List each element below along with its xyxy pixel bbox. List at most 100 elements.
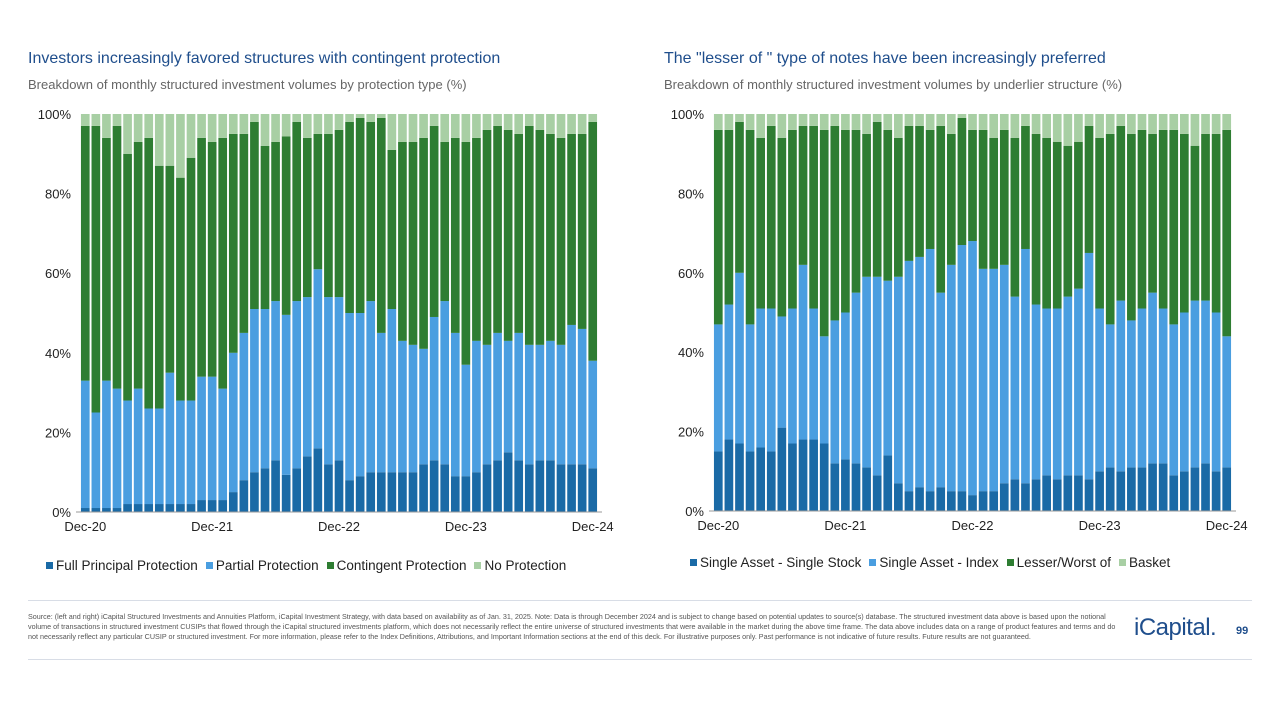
legend-underlier: Single Asset - Single Stock Single Asset … (690, 555, 1178, 570)
bar-segment (851, 463, 861, 511)
footer-divider-top (28, 600, 1252, 601)
bar-segment (461, 476, 471, 512)
bar-segment (841, 459, 850, 511)
y-tick-label: 20% (678, 425, 704, 440)
bar-segment (577, 464, 587, 512)
bar-segment (788, 129, 797, 309)
bar-segment (102, 508, 111, 512)
bar-segment (1063, 114, 1073, 146)
bar-segment (144, 137, 154, 409)
bar-segment (514, 114, 524, 134)
bar-segment (756, 447, 766, 511)
bar-segment (1095, 137, 1104, 309)
bar-segment (366, 301, 376, 473)
bar-segment (144, 114, 154, 138)
bar-segment (250, 121, 259, 310)
bar-segment (862, 276, 871, 468)
bar-segment (713, 324, 723, 452)
bar-segment (186, 114, 196, 158)
bar-segment (1179, 133, 1189, 313)
bar-segment (472, 472, 481, 512)
bar-segment (271, 460, 280, 512)
bar-segment (482, 114, 492, 130)
bar-segment (112, 388, 122, 509)
bar-segment (883, 455, 893, 511)
bar-segment (355, 114, 365, 118)
bar-segment (777, 137, 787, 317)
bar-segment (978, 114, 988, 130)
bar-segment (440, 301, 450, 465)
legend-label: Contingent Protection (336, 558, 467, 573)
bar-segment (556, 114, 566, 138)
bar-segment (851, 114, 861, 130)
bar-segment (788, 308, 797, 444)
bar-segment (1095, 471, 1104, 511)
y-tick-label: 100% (671, 107, 705, 122)
bar-segment (218, 137, 228, 389)
bar-segment (493, 332, 502, 461)
bar-segment (281, 136, 291, 315)
footer-divider-bottom (28, 659, 1252, 660)
bar-segment (735, 114, 744, 122)
bar-segment (830, 114, 840, 126)
legend-swatch (46, 562, 53, 569)
source-note: Source: (left and right) iCapital Struct… (28, 612, 1116, 641)
bar-segment (482, 129, 492, 345)
bar-segment (355, 117, 365, 313)
bar-segment (841, 114, 850, 130)
x-tick-label: Dec-22 (318, 519, 360, 534)
bar-segment (567, 114, 576, 134)
bar-segment (777, 114, 787, 138)
bar-segment (186, 400, 196, 505)
bar-segment (302, 114, 312, 138)
bar-segment (524, 344, 534, 465)
bar-segment (535, 114, 545, 130)
bar-segment (1158, 114, 1168, 130)
bar-segment (872, 276, 882, 476)
bar-segment (324, 464, 333, 512)
bar-segment (957, 491, 967, 511)
bar-segment (1222, 129, 1232, 337)
bar-segment (766, 451, 776, 511)
bar-segment (165, 165, 175, 373)
bar-segment (1021, 483, 1030, 511)
bar-segment (1052, 141, 1062, 309)
bar-segment (1095, 114, 1104, 138)
bar-segment (91, 125, 101, 413)
bar-segment (91, 412, 101, 509)
bar-segment (819, 129, 829, 337)
bar-segment (419, 348, 428, 465)
bar-segment (165, 114, 175, 166)
bar-segment (936, 125, 946, 293)
bar-segment (999, 264, 1009, 484)
bar-segment (904, 114, 914, 126)
bar-segment (366, 114, 376, 122)
bar-segment (1179, 312, 1189, 472)
bar-segment (735, 443, 744, 511)
bar-segment (260, 145, 270, 310)
x-tick-label: Dec-23 (1079, 518, 1121, 533)
bar-segment (80, 380, 90, 509)
bar-segment (872, 114, 882, 122)
legend-label: Partial Protection (215, 558, 319, 573)
bar-segment (1042, 475, 1051, 511)
bar-segment (144, 504, 154, 512)
legend-item: Partial Protection (205, 558, 319, 573)
bar-segment (450, 332, 460, 477)
bar-segment (1158, 308, 1168, 464)
bar-segment (165, 504, 175, 512)
bar-segment (713, 114, 723, 130)
bar-segment (228, 114, 238, 134)
bar-segment (872, 121, 882, 277)
bar-segment (588, 468, 598, 512)
bar-segment (724, 114, 734, 130)
bar-segment (514, 460, 524, 512)
bar-segment (894, 276, 903, 484)
bar-segment (292, 114, 302, 122)
bar-segment (514, 332, 524, 461)
bar-segment (1137, 114, 1147, 130)
bar-segment (80, 114, 90, 126)
bar-segment (123, 400, 132, 505)
bar-segment (915, 487, 924, 511)
legend-swatch (205, 562, 213, 569)
